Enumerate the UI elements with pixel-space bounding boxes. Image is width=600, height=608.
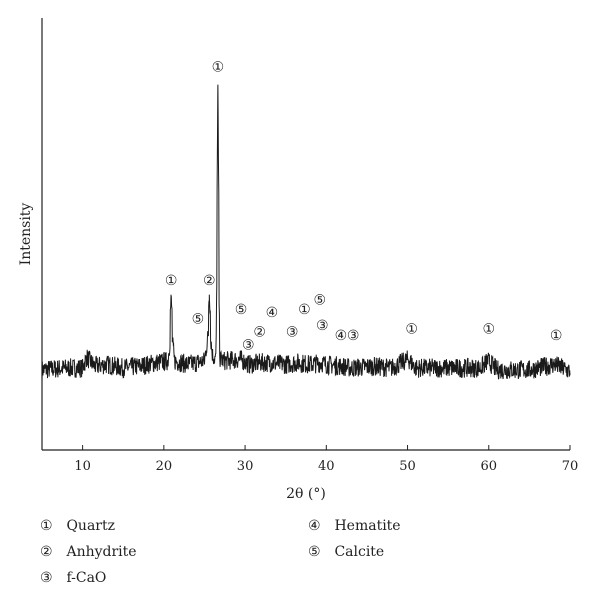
x-tick-label: 10 bbox=[74, 459, 91, 474]
peak-label: ③ bbox=[316, 318, 329, 334]
x-tick-label: 30 bbox=[237, 459, 254, 474]
legend-label: Quartz bbox=[66, 518, 115, 534]
legend-item-hematite: ④ Hematite bbox=[308, 518, 401, 534]
peak-label: ② bbox=[203, 273, 216, 289]
peak-label: ③ bbox=[347, 328, 360, 344]
legend-symbol: ③ bbox=[40, 570, 53, 586]
x-ticks: 10 20 30 40 50 60 70 bbox=[74, 445, 578, 474]
legend-symbol: ① bbox=[40, 518, 53, 534]
peak-label: ① bbox=[165, 273, 178, 289]
peak-label: ③ bbox=[242, 337, 255, 353]
peak-label: ③ bbox=[286, 325, 299, 341]
peak-label: ① bbox=[298, 302, 311, 318]
legend-item-quartz: ① Quartz bbox=[40, 518, 115, 534]
peak-label: ④ bbox=[266, 305, 279, 321]
peak-label: ⑤ bbox=[314, 292, 327, 308]
legend-item-calcite: ⑤ Calcite bbox=[308, 544, 384, 560]
x-axis-title: 2θ (°) bbox=[286, 486, 326, 502]
legend-item-f-cao: ③ f-CaO bbox=[40, 570, 106, 586]
legend-item-anhydrite: ② Anhydrite bbox=[40, 544, 137, 560]
chart-axes bbox=[41, 18, 570, 451]
legend-label: Anhydrite bbox=[66, 544, 137, 560]
x-tick-label: 70 bbox=[562, 459, 579, 474]
y-axis-title: Intensity bbox=[18, 203, 34, 266]
x-tick-label: 40 bbox=[318, 459, 335, 474]
legend: ① Quartz ② Anhydrite ③ f-CaO ④ Hematite … bbox=[0, 510, 600, 600]
legend-label: Calcite bbox=[334, 544, 385, 560]
peak-label: ⑤ bbox=[192, 312, 205, 328]
peak-label: ② bbox=[253, 325, 266, 341]
x-tick-label: 20 bbox=[156, 459, 173, 474]
legend-symbol: ⑤ bbox=[308, 544, 321, 560]
legend-label: f-CaO bbox=[66, 570, 107, 586]
x-tick-label: 60 bbox=[480, 459, 497, 474]
peak-label: ① bbox=[550, 328, 563, 344]
legend-label: Hematite bbox=[334, 518, 401, 534]
peak-label: ④ bbox=[335, 328, 348, 344]
peak-label: ① bbox=[482, 321, 495, 337]
diffraction-pattern-line bbox=[41, 84, 571, 380]
peak-label: ⑤ bbox=[235, 302, 248, 318]
x-tick-label: 50 bbox=[399, 459, 416, 474]
peak-label: ① bbox=[212, 60, 225, 76]
legend-symbol: ② bbox=[40, 544, 53, 560]
peak-label: ① bbox=[405, 321, 418, 337]
legend-symbol: ④ bbox=[308, 518, 321, 534]
